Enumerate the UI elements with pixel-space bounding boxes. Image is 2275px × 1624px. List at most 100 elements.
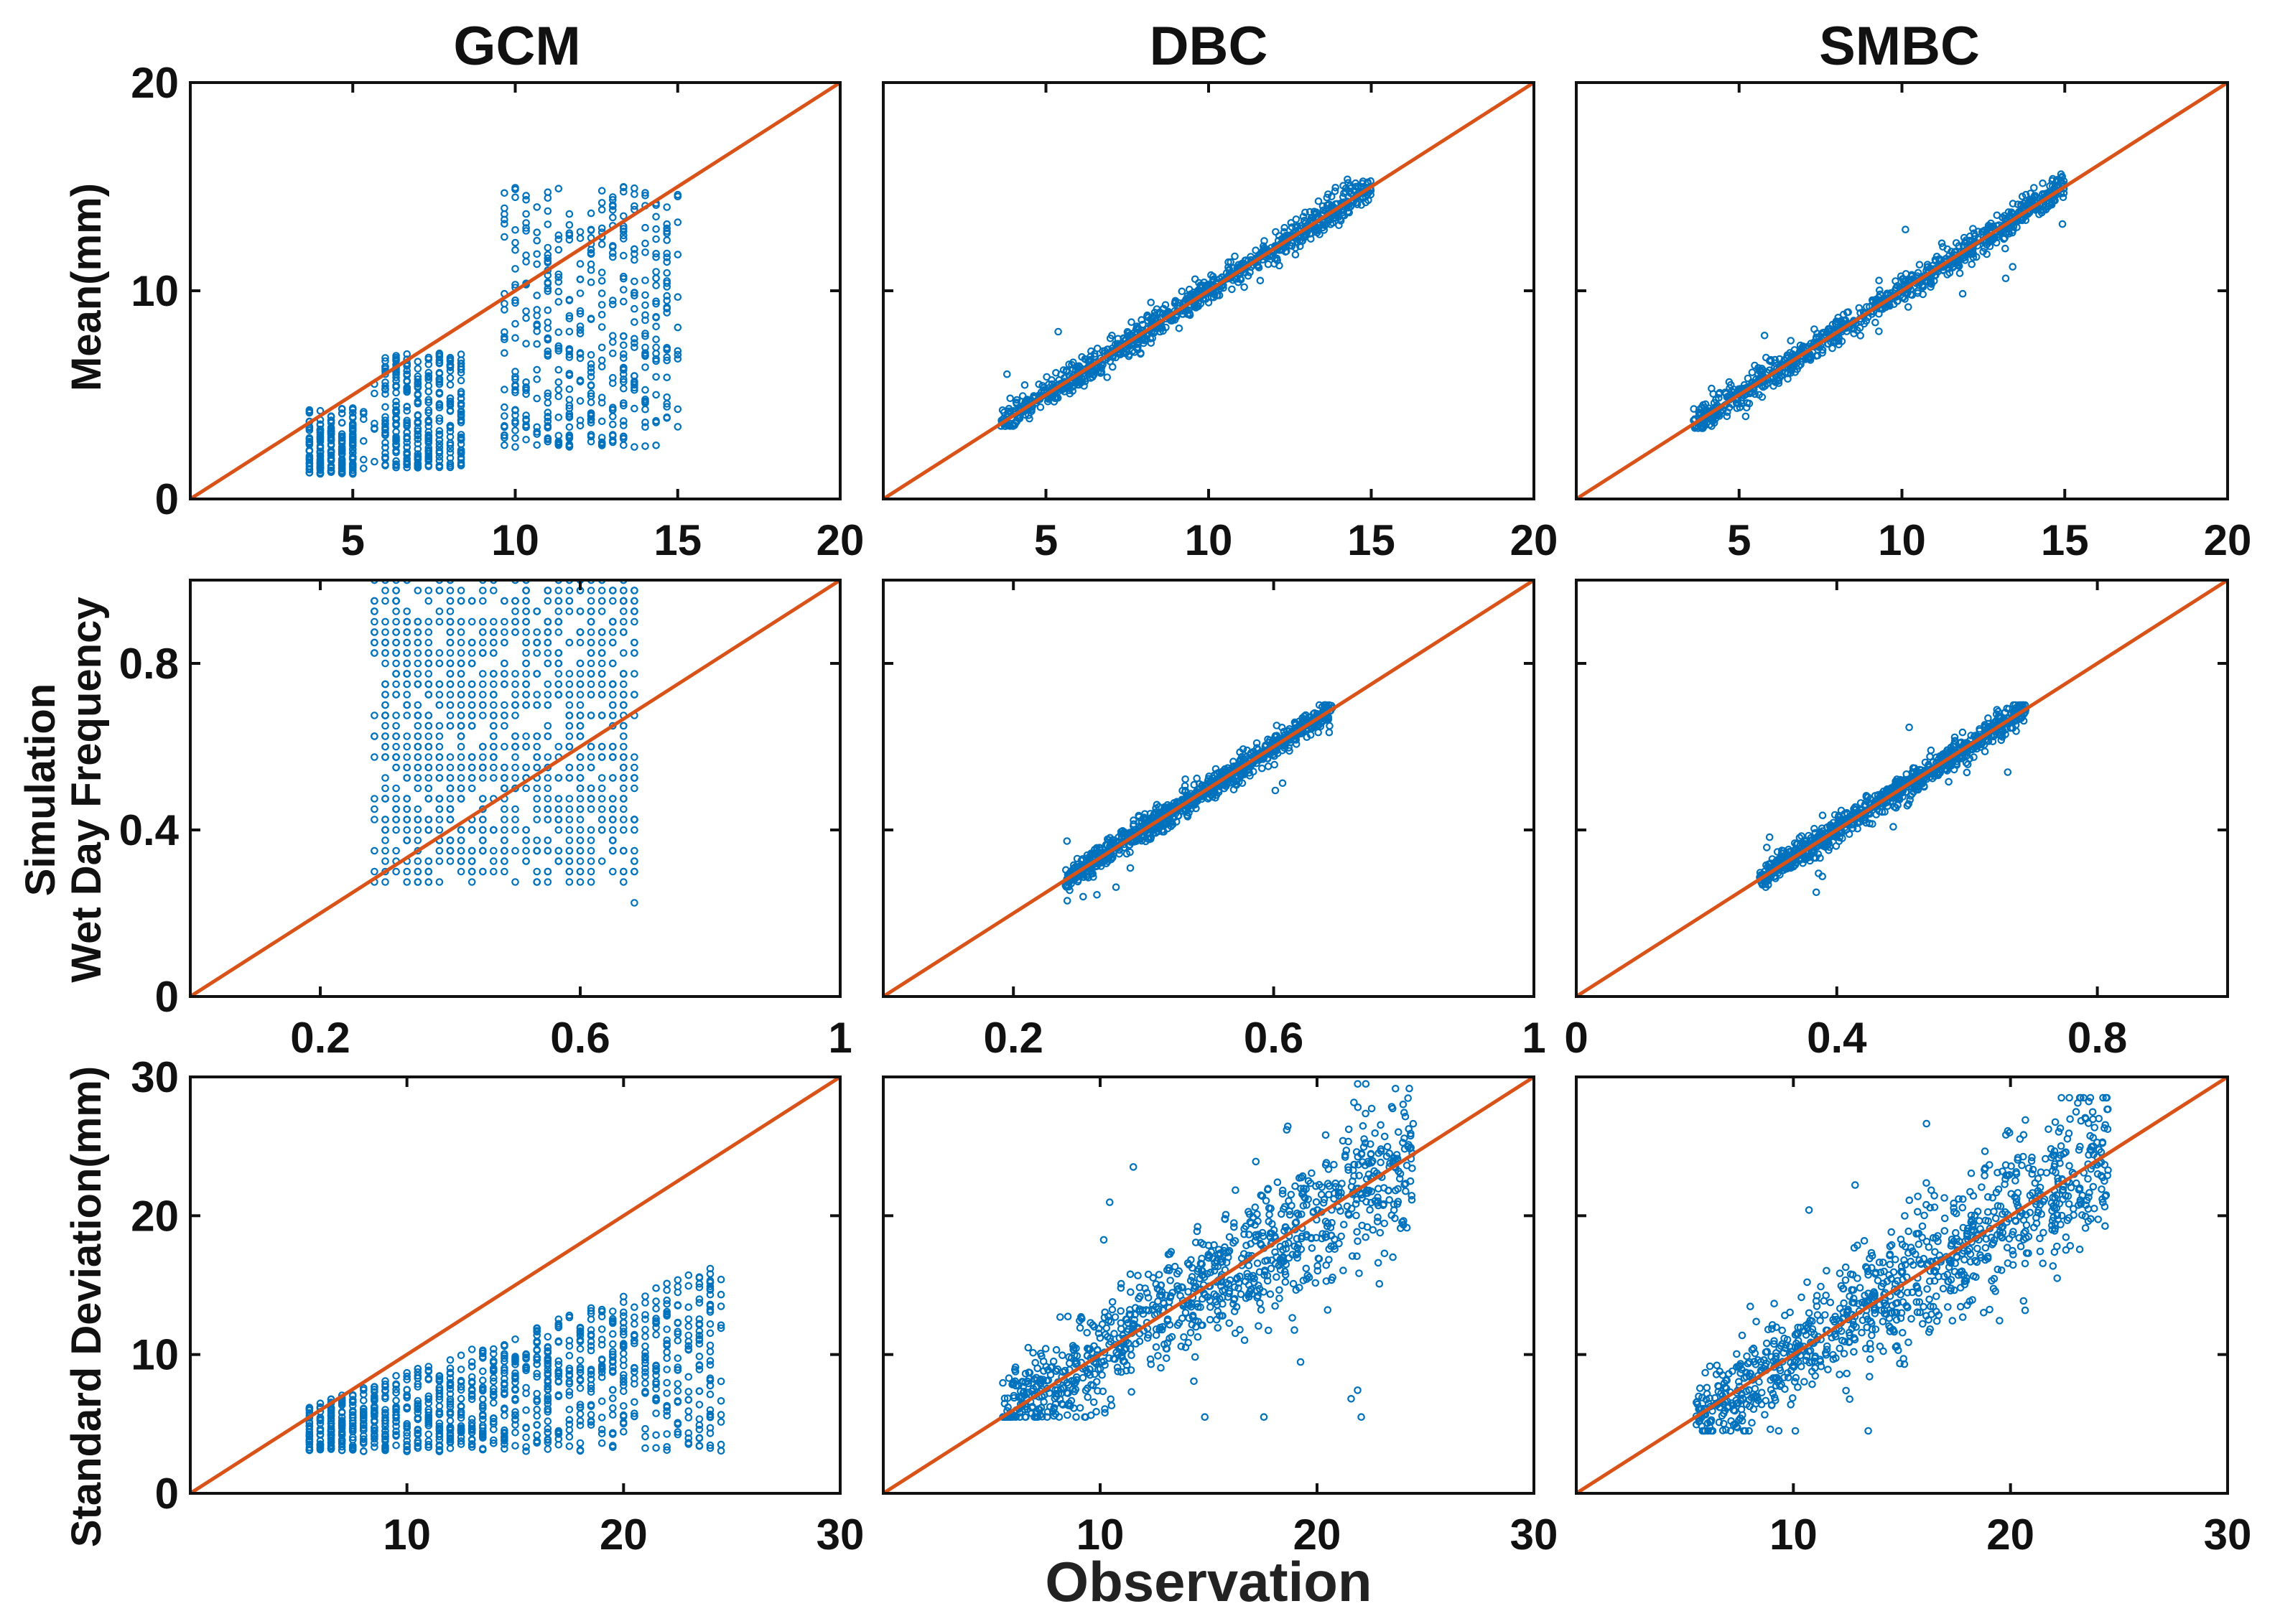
- data-point: [457, 680, 465, 689]
- data-point: [424, 638, 433, 647]
- data-point: [424, 784, 433, 793]
- data-point: [597, 289, 606, 297]
- data-point: [511, 238, 519, 247]
- data-point: [544, 628, 552, 636]
- data-point: [414, 816, 422, 823]
- data-point: [457, 867, 465, 876]
- data-point: [565, 867, 574, 876]
- data-point: [587, 805, 595, 813]
- data-point: [1331, 187, 1339, 195]
- data-point: [371, 638, 378, 647]
- data-point: [511, 381, 519, 389]
- data-point: [587, 580, 595, 584]
- data-point: [631, 184, 638, 192]
- data-point: [641, 332, 649, 340]
- data-point: [565, 347, 574, 355]
- data-point: [392, 753, 400, 761]
- data-point: [619, 401, 628, 410]
- data-point: [2039, 179, 2047, 187]
- data-point: [619, 722, 628, 730]
- data-point: [501, 857, 508, 865]
- data-point: [608, 332, 617, 340]
- data-point: [381, 784, 389, 793]
- data-point: [565, 857, 574, 865]
- data-point: [478, 795, 487, 803]
- data-point: [1183, 813, 1192, 821]
- data-point: [544, 691, 552, 699]
- data-point: [424, 680, 433, 689]
- data-point: [414, 711, 422, 719]
- data-point: [1760, 331, 1769, 340]
- data-point: [1943, 271, 1951, 279]
- data-point: [371, 867, 378, 876]
- data-point: [652, 343, 660, 352]
- data-point: [2050, 183, 2059, 192]
- data-point: [489, 857, 498, 865]
- data-point: [554, 597, 563, 605]
- data-point: [631, 867, 638, 876]
- data-point: [1043, 397, 1052, 406]
- data-point: [1191, 275, 1199, 284]
- axes-frame: [189, 579, 842, 998]
- data-point: [381, 857, 389, 865]
- data-point: [565, 235, 574, 244]
- data-point: [1289, 736, 1298, 744]
- data-point: [554, 742, 563, 751]
- data-point: [435, 742, 444, 751]
- x-tick-label: 5: [1727, 516, 1751, 564]
- data-point: [511, 774, 519, 782]
- data-point: [533, 732, 541, 740]
- data-point: [631, 372, 638, 380]
- data-point: [554, 670, 563, 678]
- data-point: [533, 236, 541, 245]
- data-point: [435, 368, 444, 377]
- data-point: [305, 439, 314, 447]
- data-point: [501, 431, 508, 439]
- data-point: [435, 680, 444, 689]
- data-point: [338, 447, 346, 455]
- data-point: [392, 826, 400, 834]
- data-point: [1175, 299, 1183, 307]
- data-point: [674, 405, 682, 414]
- data-point: [641, 311, 649, 319]
- data-point: [435, 701, 444, 709]
- data-point: [533, 753, 541, 761]
- data-point: [554, 795, 563, 803]
- data-point: [424, 373, 433, 381]
- data-point: [1307, 235, 1315, 243]
- data-point: [587, 826, 595, 834]
- reference-line-1to1: [1575, 80, 2229, 501]
- data-point: [522, 390, 530, 398]
- data-point: [501, 680, 508, 689]
- data-point: [619, 816, 628, 823]
- data-point: [652, 416, 660, 425]
- data-point: [392, 437, 400, 445]
- data-point: [544, 398, 552, 407]
- data-point: [533, 322, 541, 330]
- data-point: [1013, 398, 1020, 406]
- data-point: [1736, 403, 1744, 411]
- data-point: [467, 617, 476, 626]
- data-point: [478, 753, 487, 761]
- data-point: [587, 350, 595, 359]
- data-point: [371, 711, 378, 719]
- data-point: [619, 867, 628, 876]
- data-point: [381, 846, 389, 855]
- data-point: [1869, 296, 1876, 304]
- data-point: [1134, 345, 1142, 354]
- data-point: [457, 846, 465, 855]
- data-point: [1063, 383, 1071, 391]
- data-point: [1855, 304, 1864, 312]
- data-point: [403, 836, 411, 844]
- data-point: [381, 795, 389, 803]
- data-point: [435, 400, 444, 408]
- data-point: [457, 368, 465, 377]
- data-point: [381, 816, 389, 823]
- data-point: [565, 314, 574, 322]
- data-point: [371, 649, 378, 657]
- data-point: [544, 409, 552, 416]
- data-point: [565, 795, 574, 803]
- data-point: [381, 774, 389, 782]
- data-point: [435, 617, 444, 626]
- data-point: [446, 722, 455, 730]
